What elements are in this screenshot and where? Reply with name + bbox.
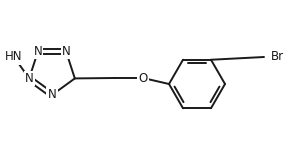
Text: N: N: [62, 45, 70, 58]
Text: HN: HN: [5, 51, 23, 63]
Text: N: N: [48, 88, 56, 102]
Text: Br: Br: [271, 51, 284, 63]
Text: N: N: [34, 45, 42, 58]
Text: O: O: [138, 72, 148, 84]
Text: N: N: [25, 72, 34, 85]
